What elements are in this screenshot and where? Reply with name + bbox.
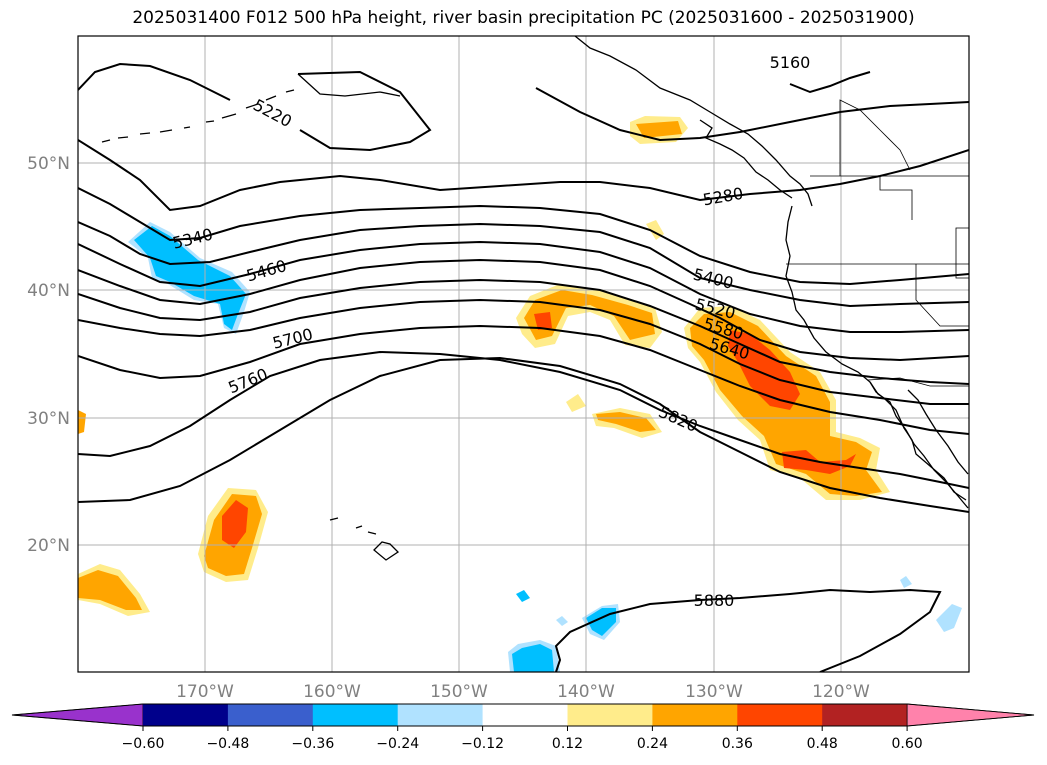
precip-positive-area (78, 570, 142, 610)
border-state (955, 227, 969, 279)
precip-positive-area (596, 412, 656, 432)
contour-label: 5160 (770, 53, 811, 72)
lat-label: 30°N (27, 409, 70, 429)
coastline-alaska (297, 73, 401, 97)
precip-negative-area (512, 644, 554, 672)
precip-positive-area (636, 121, 682, 138)
colorbar-bin (652, 704, 738, 726)
border-state (879, 176, 913, 220)
contour-5760 (78, 350, 969, 489)
contour-5280 (78, 139, 969, 212)
precip-positive-area (222, 500, 248, 548)
precip-positive-area (534, 312, 552, 330)
precip-negative-area (516, 590, 530, 602)
height-contours (78, 62, 969, 672)
contour-5460 (78, 240, 969, 333)
lon-label: 130°W (685, 682, 743, 702)
colorbar-tick-label: 0.48 (807, 736, 838, 752)
colorbar-extend-max (906, 703, 1035, 727)
contour-5820 (78, 356, 969, 513)
border-state (915, 264, 969, 327)
contour-5340 (78, 187, 969, 286)
contour-5520 (78, 258, 969, 362)
lon-label: 120°W (812, 682, 870, 702)
lon-label: 150°W (430, 682, 488, 702)
contour-5220-north (297, 70, 432, 152)
colorbar-tick-label: 0.36 (722, 736, 753, 752)
latitude-labels: 50°N 40°N 30°N 20°N (27, 154, 70, 556)
gridlines (78, 36, 969, 672)
precip-positive-area (524, 290, 655, 340)
colorbar-tick-label: −0.48 (206, 736, 249, 752)
map-panel: 5160 5220 5280 5340 5400 5460 5520 5580 … (78, 36, 969, 672)
contour-5580 (78, 278, 969, 385)
colorbar-extend-min (11, 703, 144, 727)
colorbar-tick-label: 0.12 (552, 736, 583, 752)
coastline-hawaii (329, 517, 400, 561)
coastline-bc-islands (699, 119, 793, 199)
map-title: 2025031400 F012 500 hPa height, river ba… (132, 8, 915, 28)
colorbar-bin (227, 704, 314, 726)
colorbar-tick-label: −0.24 (376, 736, 419, 752)
precip-negative-area (556, 616, 568, 626)
colorbar-bin (737, 704, 823, 726)
lon-label: 140°W (557, 682, 615, 702)
contour-5160 (789, 71, 871, 94)
map-background (78, 36, 969, 672)
longitude-labels: 170°W 160°W 150°W 140°W 130°W 120°W (176, 682, 870, 702)
contour-5640 (78, 298, 969, 405)
map-frame (77, 35, 970, 673)
precip-positive-area (566, 394, 586, 412)
coastline-aleutians (101, 89, 295, 143)
precip-negative-area (134, 226, 246, 330)
precip-positive-area (728, 330, 800, 410)
contour-label: 5880 (694, 591, 735, 610)
lat-label: 50°N (27, 154, 70, 174)
contour-5400 (78, 221, 969, 308)
coastline-pnw (785, 205, 967, 501)
colorbar-bin (822, 704, 908, 726)
precip-negative-area (936, 604, 962, 632)
contour-5220 (535, 87, 969, 142)
coastline-alaska (574, 36, 813, 207)
colorbar-bin (143, 704, 229, 726)
colorbar: −0.60 −0.48 −0.36 −0.24 −0.12 0.12 0.24 0.36 0.4… (11, 703, 1035, 752)
contour-5700 (78, 324, 969, 435)
colorbar-bin (397, 704, 484, 726)
colorbar-tick-label: −0.60 (122, 736, 165, 752)
lon-label: 170°W (176, 682, 234, 702)
precip-shading (78, 116, 962, 672)
colorbar-bin (312, 704, 399, 726)
colorbar-tick-label: 0.60 (892, 736, 923, 752)
lat-label: 20°N (27, 536, 70, 556)
colorbar-bin (482, 704, 568, 726)
lon-label: 160°W (303, 682, 361, 702)
precip-negative-area (900, 576, 912, 588)
contour-5880 (554, 588, 942, 672)
colorbar-bin (567, 704, 653, 726)
colorbar-tick-label: −0.36 (291, 736, 334, 752)
precip-positive-area (78, 410, 86, 434)
contour-5220-north (78, 62, 231, 101)
colorbar-tick-label: 0.24 (637, 736, 668, 752)
lat-label: 40°N (27, 281, 70, 301)
colorbar-tick-label: −0.12 (461, 736, 504, 752)
